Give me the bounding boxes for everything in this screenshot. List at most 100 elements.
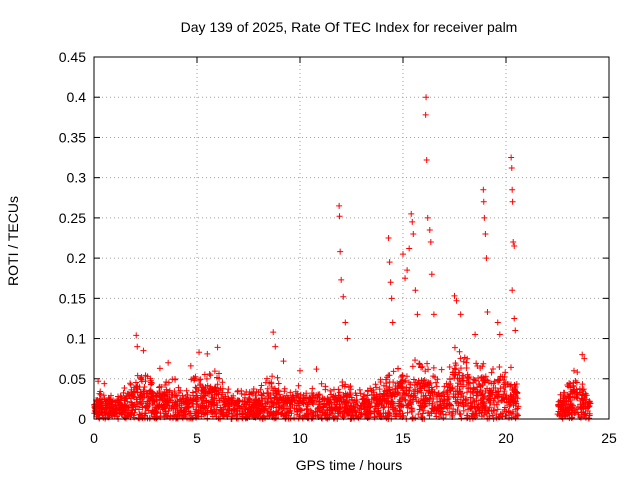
data-point	[388, 295, 395, 302]
data-point	[487, 387, 494, 394]
y-tick-label: 0.2	[67, 250, 87, 266]
data-point	[568, 407, 575, 414]
data-point	[297, 367, 303, 374]
data-point	[134, 372, 141, 379]
data-point	[498, 410, 505, 417]
data-point	[198, 387, 205, 394]
x-axis-label: GPS time / hours	[296, 457, 403, 473]
data-point	[457, 355, 464, 362]
data-point	[392, 388, 399, 395]
data-point	[169, 415, 176, 422]
data-point	[219, 389, 226, 396]
data-point	[406, 245, 413, 252]
data-point	[125, 391, 132, 398]
data-point	[480, 198, 487, 205]
data-point	[581, 411, 588, 418]
data-point	[256, 407, 263, 414]
data-point	[490, 365, 497, 372]
data-point	[409, 218, 416, 225]
data-point	[484, 385, 491, 392]
data-point	[420, 383, 427, 390]
data-point	[344, 335, 351, 342]
data-point	[502, 369, 509, 376]
data-point	[205, 402, 212, 409]
data-point	[320, 404, 327, 411]
data-point	[261, 415, 268, 422]
data-point	[303, 390, 310, 397]
data-point	[208, 385, 215, 392]
data-point	[477, 387, 484, 394]
data-point	[471, 377, 478, 384]
data-point	[267, 403, 274, 410]
data-point	[404, 267, 411, 274]
data-point	[234, 397, 241, 404]
data-point	[194, 401, 201, 408]
data-point	[511, 243, 518, 250]
data-point	[287, 415, 294, 422]
x-tick-label: 20	[498, 430, 514, 446]
data-point	[91, 401, 98, 408]
data-point	[380, 382, 387, 389]
data-point	[396, 398, 403, 405]
data-point	[390, 379, 397, 386]
data-point	[473, 360, 480, 367]
data-point	[206, 371, 213, 378]
data-point	[132, 379, 139, 386]
data-point	[149, 396, 156, 403]
data-point	[258, 382, 265, 389]
data-point	[135, 406, 142, 413]
data-point	[488, 369, 495, 376]
data-point	[120, 389, 127, 396]
data-point	[467, 394, 474, 401]
data-point	[293, 406, 300, 413]
data-point	[338, 398, 345, 405]
data-point	[333, 404, 340, 411]
data-point	[271, 385, 278, 392]
data-point	[217, 404, 224, 411]
data-point	[144, 390, 151, 397]
data-point	[147, 375, 154, 382]
data-point	[493, 414, 500, 421]
data-point	[486, 404, 493, 411]
data-point	[409, 363, 416, 370]
data-point	[215, 391, 222, 398]
data-point	[345, 412, 352, 419]
data-point	[496, 393, 503, 400]
data-point	[388, 393, 395, 400]
data-point	[433, 413, 440, 420]
data-point	[354, 407, 361, 414]
data-point	[238, 390, 245, 397]
data-point	[124, 405, 131, 412]
data-point	[476, 410, 483, 417]
data-point	[574, 369, 581, 376]
data-point	[327, 387, 334, 394]
data-point	[383, 398, 389, 405]
data-point	[365, 408, 372, 415]
data-point	[490, 384, 497, 391]
data-point	[478, 389, 485, 396]
plot-frame	[93, 56, 610, 420]
data-point	[209, 399, 216, 406]
data-point	[285, 410, 292, 417]
chart-title: Day 139 of 2025, Rate Of TEC Index for r…	[181, 19, 518, 35]
data-point	[367, 403, 374, 410]
data-point	[491, 407, 498, 414]
data-point	[412, 357, 419, 364]
data-point	[430, 395, 437, 402]
data-point	[267, 391, 274, 398]
data-point	[158, 384, 165, 391]
data-point	[372, 381, 379, 388]
data-point	[512, 406, 519, 413]
data-point	[153, 415, 160, 422]
data-point	[264, 399, 271, 406]
data-point	[468, 403, 475, 410]
data-point	[411, 382, 418, 389]
data-point	[447, 401, 454, 408]
data-point	[410, 376, 417, 383]
data-point	[116, 407, 123, 414]
data-point	[203, 375, 210, 382]
data-point	[487, 399, 494, 406]
data-point	[412, 414, 419, 421]
data-point	[434, 398, 441, 405]
data-point	[420, 407, 427, 414]
